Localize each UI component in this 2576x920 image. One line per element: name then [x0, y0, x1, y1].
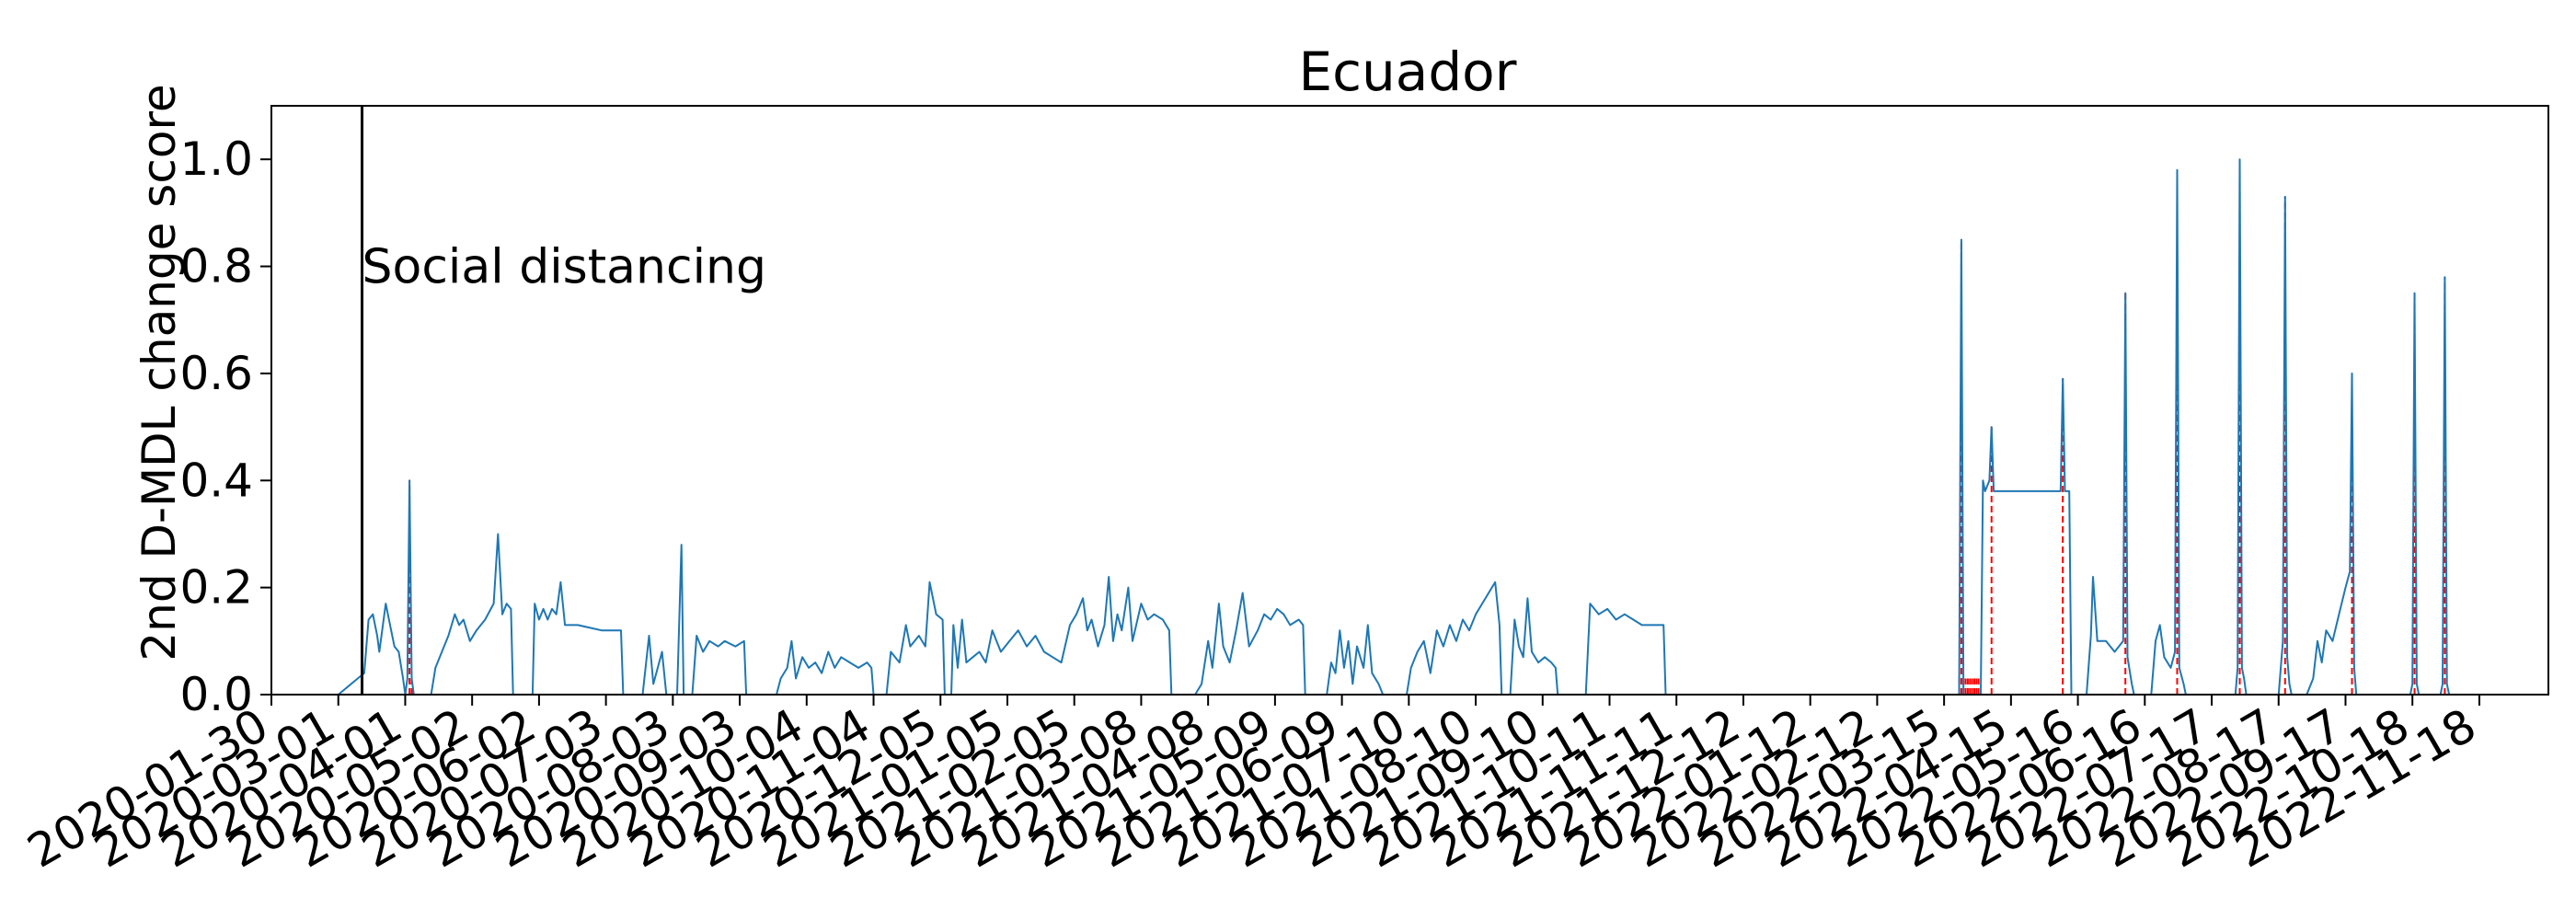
chart-title: Ecuador [1299, 40, 1517, 103]
y-tick-label: 1.0 [179, 132, 253, 186]
y-tick-label: 0.8 [179, 240, 253, 293]
plot-frame [270, 105, 2549, 696]
y-tick-label: 0.6 [179, 347, 253, 400]
y-tick-label: 0.2 [179, 561, 253, 615]
annotations: Social distancing [362, 240, 766, 295]
y-axis: 0.0 0.2 0.4 0.6 0.8 1.0 [179, 132, 271, 721]
x-axis: 2020-01-302020-03-012020-04-012020-05-02… [18, 695, 2485, 879]
y-tick-label: 0.0 [179, 668, 253, 721]
plot-area [271, 106, 2451, 696]
series-line [271, 158, 2451, 696]
y-tick-label: 0.4 [179, 454, 253, 507]
y-axis-label: 2nd D-MDL change score [132, 84, 186, 661]
annotation-text: Social distancing [362, 240, 766, 295]
